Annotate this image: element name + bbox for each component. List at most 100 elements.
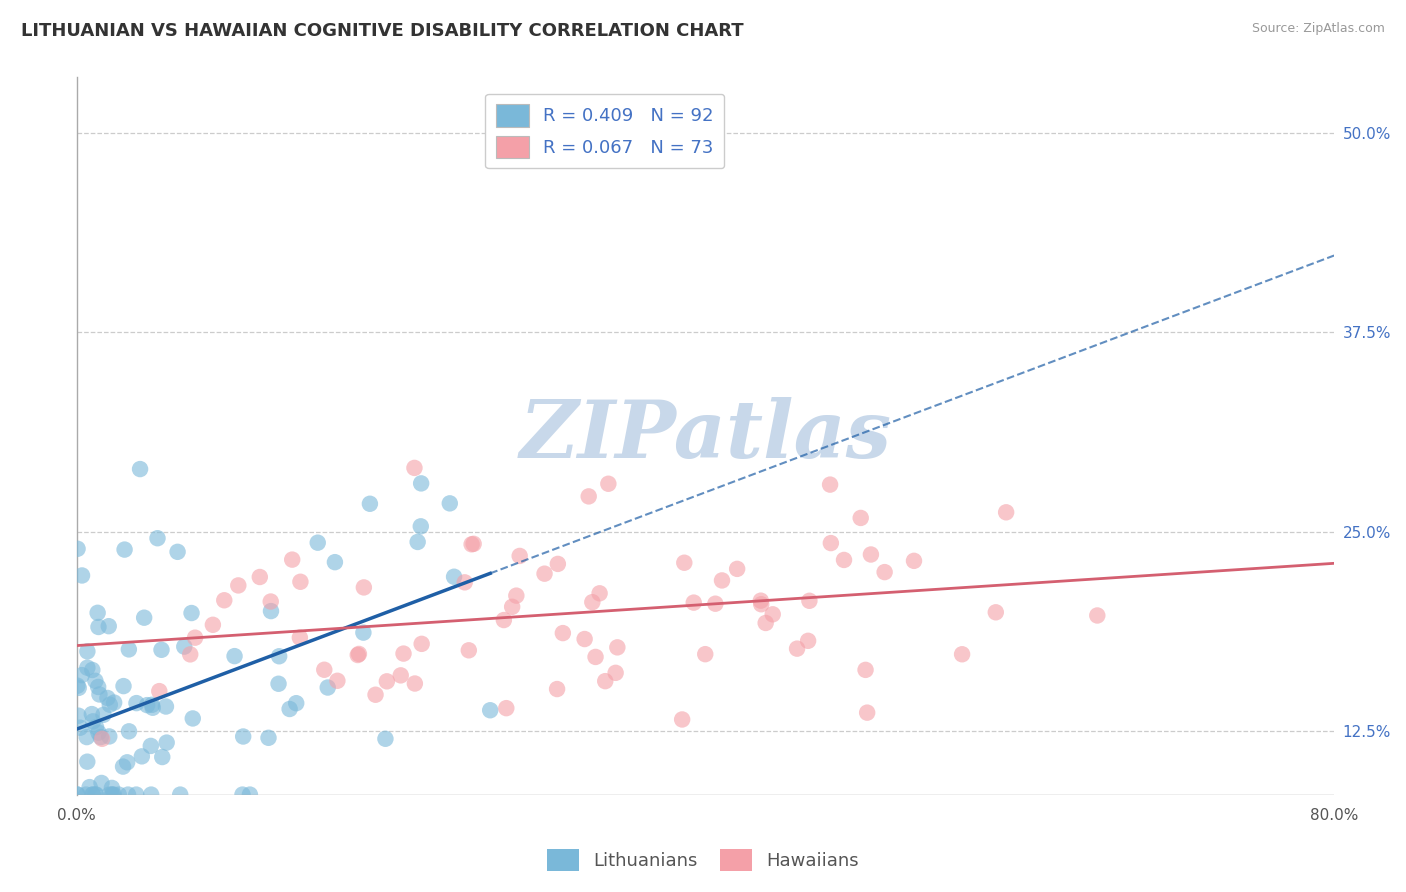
Point bbox=[551, 626, 574, 640]
Point bbox=[115, 756, 138, 770]
Point bbox=[112, 759, 135, 773]
Point bbox=[359, 497, 381, 511]
Point bbox=[118, 724, 141, 739]
Point bbox=[856, 706, 879, 720]
Point bbox=[76, 730, 98, 744]
Point bbox=[406, 535, 429, 549]
Point bbox=[100, 788, 122, 802]
Point bbox=[288, 631, 311, 645]
Point bbox=[101, 788, 124, 802]
Point bbox=[169, 788, 191, 802]
Point bbox=[150, 750, 173, 764]
Point bbox=[374, 731, 396, 746]
Point bbox=[606, 640, 628, 655]
Point bbox=[439, 496, 461, 510]
Point bbox=[89, 688, 111, 702]
Point bbox=[855, 663, 877, 677]
Point bbox=[501, 599, 523, 614]
Point bbox=[797, 633, 820, 648]
Point bbox=[131, 749, 153, 764]
Point bbox=[146, 531, 169, 545]
Point bbox=[818, 477, 841, 491]
Point bbox=[114, 542, 136, 557]
Text: Source: ZipAtlas.com: Source: ZipAtlas.com bbox=[1251, 22, 1385, 36]
Point bbox=[103, 788, 125, 802]
Point bbox=[101, 780, 124, 795]
Point bbox=[180, 606, 202, 620]
Point bbox=[409, 519, 432, 533]
Point bbox=[546, 681, 568, 696]
Point bbox=[181, 711, 204, 725]
Point bbox=[260, 604, 283, 618]
Point bbox=[547, 557, 569, 571]
Point bbox=[392, 647, 415, 661]
Point bbox=[76, 661, 98, 675]
Point bbox=[443, 570, 465, 584]
Point bbox=[581, 595, 603, 609]
Text: LITHUANIAN VS HAWAIIAN COGNITIVE DISABILITY CORRELATION CHART: LITHUANIAN VS HAWAIIAN COGNITIVE DISABIL… bbox=[21, 22, 744, 40]
Point bbox=[84, 720, 107, 734]
Point bbox=[67, 681, 90, 695]
Legend: Lithuanians, Hawaiians: Lithuanians, Hawaiians bbox=[540, 842, 866, 879]
Point bbox=[87, 725, 110, 739]
Point bbox=[148, 684, 170, 698]
Point bbox=[166, 545, 188, 559]
Point bbox=[347, 647, 370, 661]
Point bbox=[799, 594, 821, 608]
Point bbox=[404, 676, 426, 690]
Point bbox=[533, 566, 555, 581]
Point bbox=[375, 674, 398, 689]
Point bbox=[285, 696, 308, 710]
Point bbox=[112, 679, 135, 693]
Point bbox=[98, 788, 121, 802]
Point bbox=[389, 668, 412, 682]
Point bbox=[695, 647, 717, 661]
Point bbox=[76, 644, 98, 658]
Point bbox=[80, 707, 103, 722]
Point bbox=[136, 698, 159, 712]
Point bbox=[98, 730, 121, 744]
Point bbox=[411, 476, 433, 491]
Point bbox=[585, 649, 607, 664]
Point bbox=[411, 637, 433, 651]
Point bbox=[82, 663, 104, 677]
Legend: R = 0.409   N = 92, R = 0.067   N = 73: R = 0.409 N = 92, R = 0.067 N = 73 bbox=[485, 94, 724, 169]
Point bbox=[832, 553, 855, 567]
Point bbox=[67, 708, 90, 723]
Point bbox=[593, 674, 616, 689]
Point bbox=[269, 649, 291, 664]
Point bbox=[460, 537, 482, 551]
Point bbox=[1085, 608, 1108, 623]
Point bbox=[509, 549, 531, 563]
Point bbox=[323, 555, 346, 569]
Text: ZIPatlas: ZIPatlas bbox=[519, 397, 891, 475]
Point bbox=[142, 700, 165, 714]
Point bbox=[404, 461, 426, 475]
Point bbox=[346, 648, 368, 662]
Point bbox=[903, 554, 925, 568]
Point bbox=[84, 788, 107, 802]
Point bbox=[82, 714, 104, 729]
Point bbox=[79, 780, 101, 794]
Point bbox=[125, 696, 148, 710]
Point bbox=[314, 663, 336, 677]
Point bbox=[75, 788, 97, 802]
Point bbox=[129, 462, 152, 476]
Point bbox=[995, 505, 1018, 519]
Point bbox=[505, 589, 527, 603]
Point bbox=[118, 642, 141, 657]
Point bbox=[492, 613, 515, 627]
Point bbox=[155, 699, 177, 714]
Point bbox=[84, 788, 107, 802]
Point bbox=[711, 574, 734, 588]
Point bbox=[278, 702, 301, 716]
Point bbox=[820, 536, 842, 550]
Point bbox=[495, 701, 517, 715]
Point bbox=[950, 647, 973, 661]
Point bbox=[184, 631, 207, 645]
Point bbox=[141, 788, 163, 802]
Point bbox=[249, 570, 271, 584]
Point bbox=[82, 788, 104, 802]
Point bbox=[326, 673, 349, 688]
Point bbox=[96, 690, 118, 705]
